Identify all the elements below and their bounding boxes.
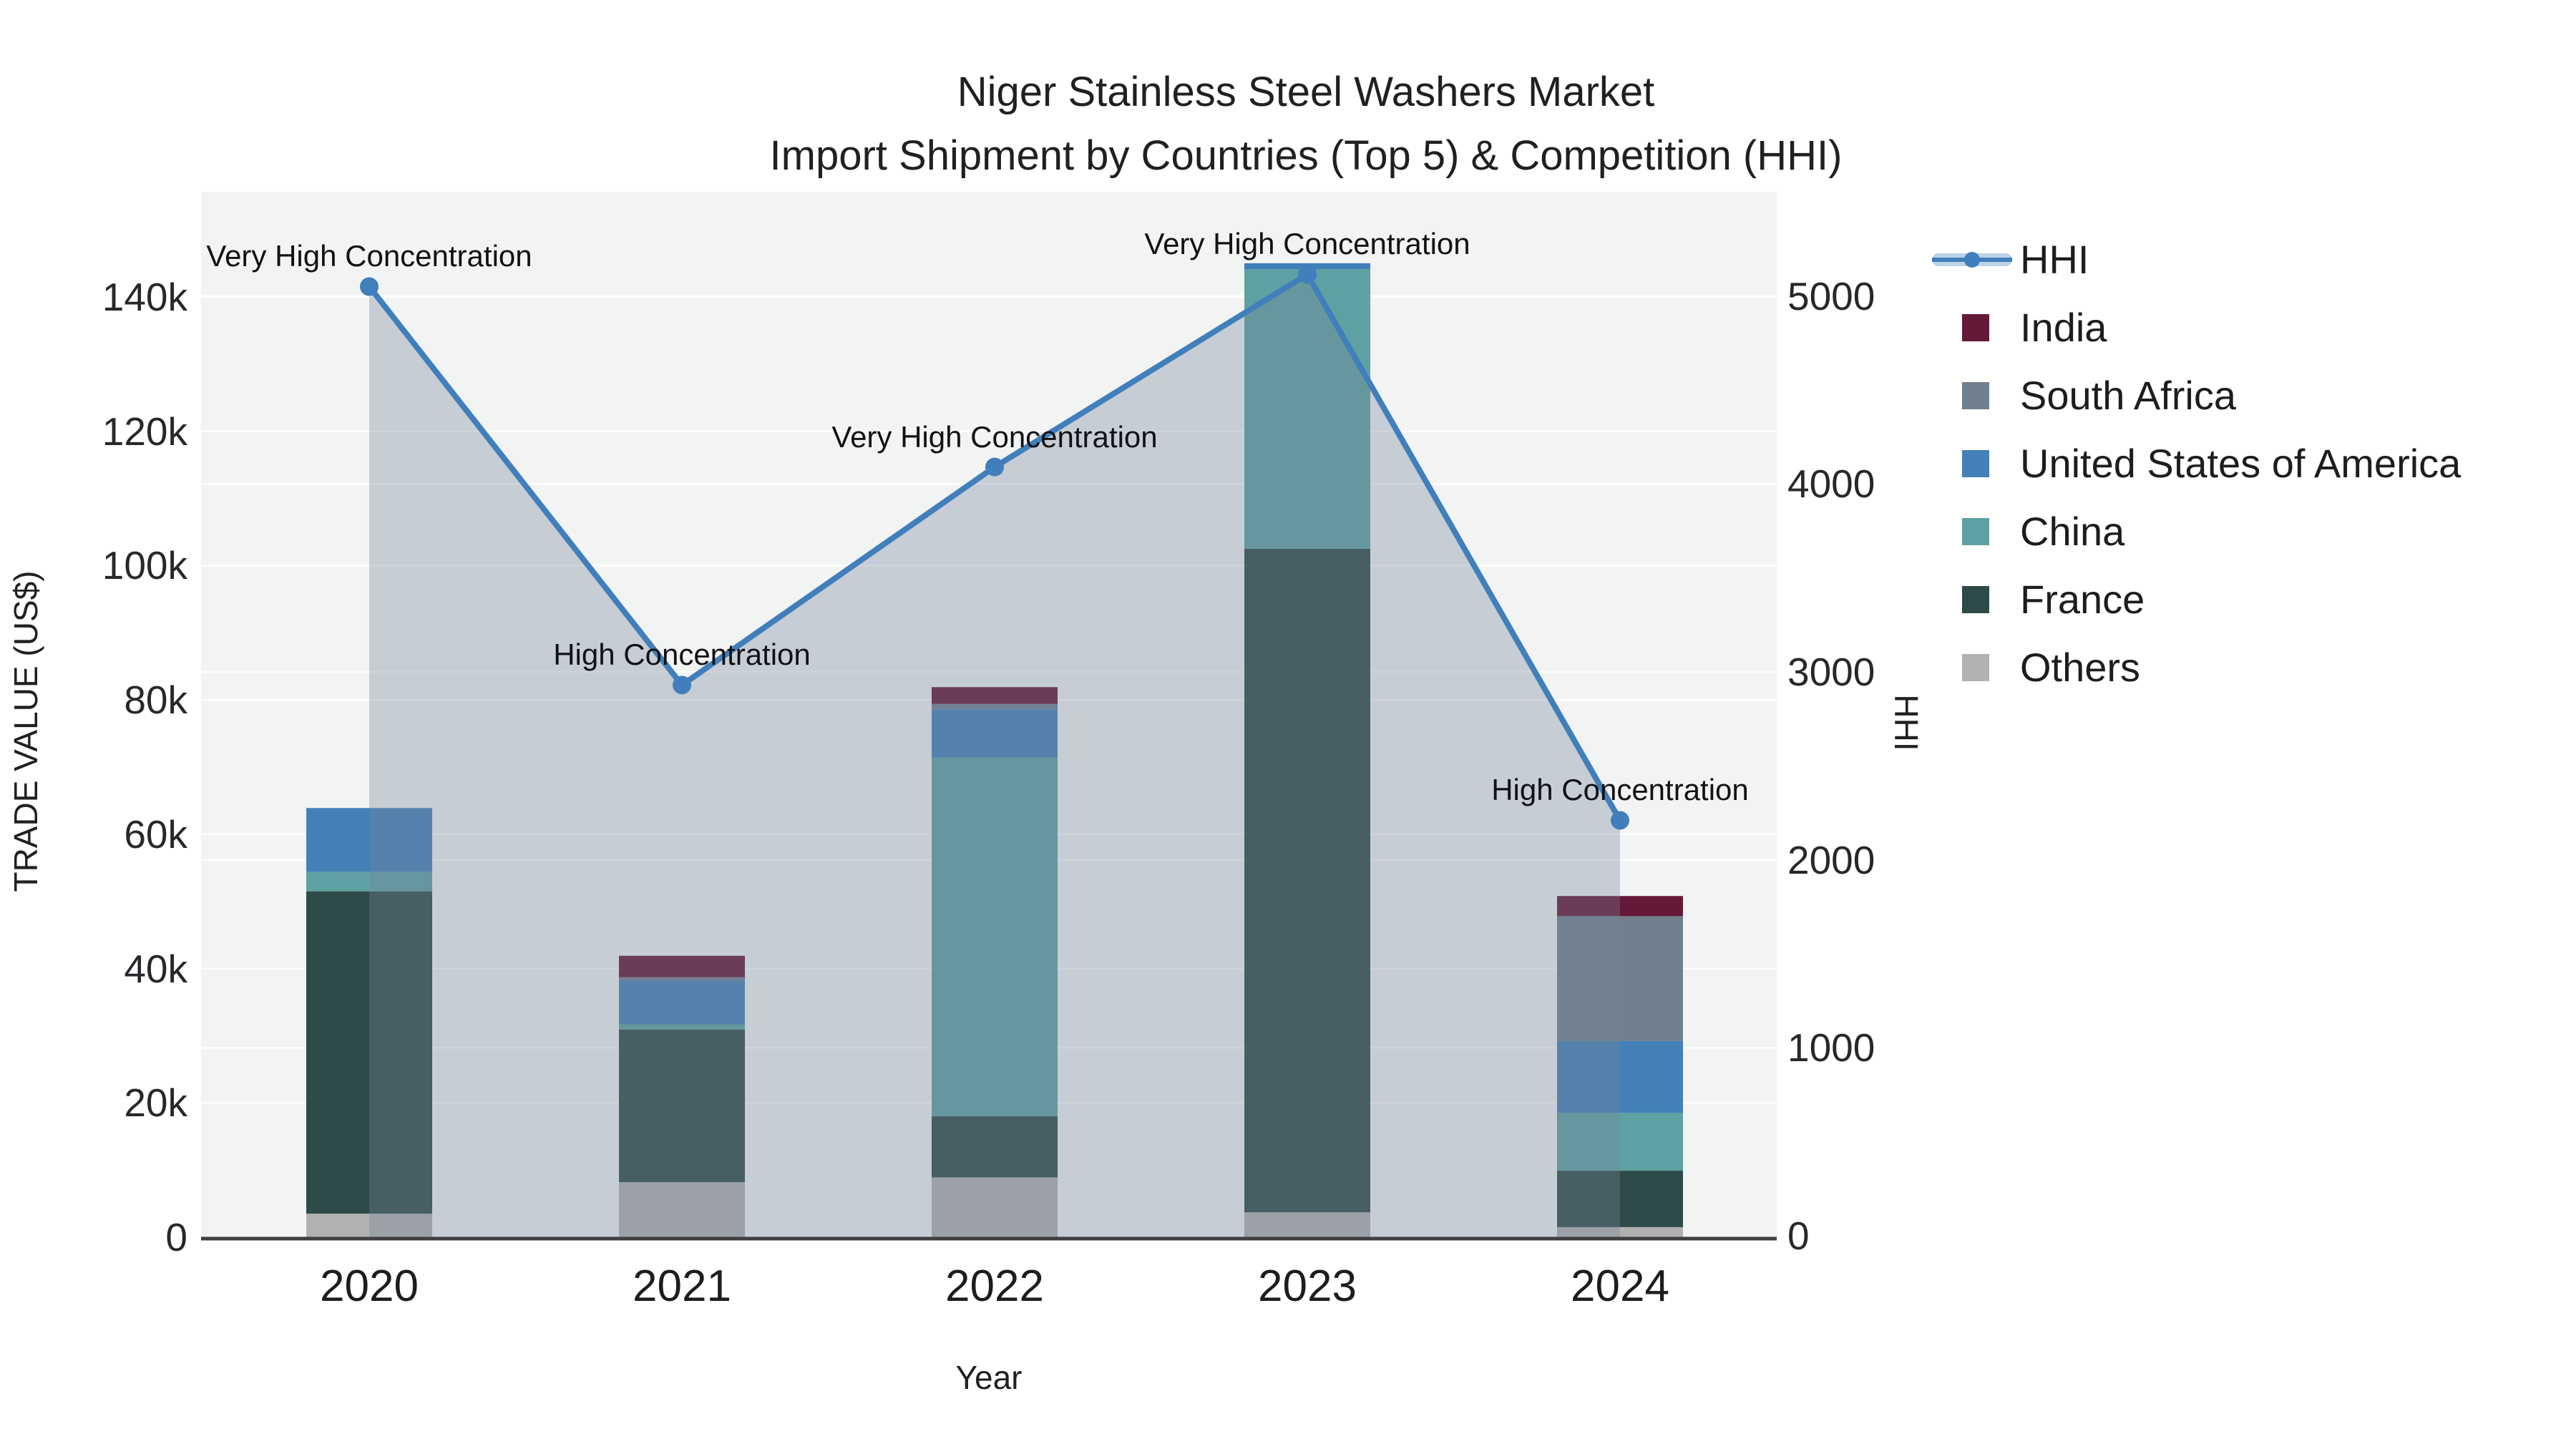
hhi-marker-2021 [673, 675, 691, 695]
legend-label: South Africa [2020, 373, 2236, 418]
hhi-marker-2023 [1298, 265, 1317, 284]
bar-segment-2023-france [1244, 548, 1370, 1213]
annotation-2024: High Concentration [1491, 773, 1749, 807]
bar-segment-2024-india [1557, 896, 1683, 917]
legend-item-united-states-of-america[interactable]: United States of America [1932, 429, 2461, 497]
bar-segment-2020-france [306, 891, 432, 1214]
bar-segment-2021-united-states-of-america [619, 980, 745, 1025]
bar-segment-2022-south-africa [932, 703, 1058, 710]
bar-segment-2020-china [306, 872, 432, 892]
legend-label: France [2020, 577, 2145, 622]
hhi-marker-2022 [985, 457, 1004, 477]
bar-segment-2024-china [1557, 1113, 1683, 1171]
bar-segment-2021-south-africa [619, 977, 745, 981]
legend-color-square [1962, 449, 1989, 477]
y-left-tick-100k: 100k [102, 543, 187, 588]
hhi-marker-dot [1964, 251, 1980, 268]
hhi-line-icon [1932, 225, 2014, 293]
bar-segment-2023-china [1244, 265, 1370, 549]
y-axis-left-title: TRADE VALUE (US$) [7, 570, 44, 892]
bar-segment-2022-france [932, 1116, 1058, 1178]
annotation-2021: High Concentration [553, 638, 811, 672]
legend-item-china[interactable]: China [1932, 497, 2124, 565]
bar-segment-2022-united-states-of-america [932, 709, 1058, 758]
bar-segment-2021-china [619, 1024, 745, 1030]
legend-item-france[interactable]: France [1932, 565, 2145, 633]
bar-segment-2024-france [1557, 1171, 1683, 1227]
x-tick-2022: 2022 [945, 1262, 1044, 1311]
x-tick-2023: 2023 [1258, 1262, 1357, 1311]
bar-segment-2024-united-states-of-america [1557, 1040, 1683, 1113]
legend-color-square [1962, 313, 1989, 341]
bar-segment-2021-france [619, 1029, 745, 1183]
y-right-tick-5000: 5000 [1787, 273, 1875, 318]
legend-item-south-africa[interactable]: South Africa [1932, 361, 2236, 429]
bar-segment-2023-others [1244, 1212, 1370, 1237]
bar-segment-2020-others [306, 1214, 432, 1237]
legend-label: China [2020, 509, 2125, 554]
y-left-tick-20k: 20k [124, 1080, 187, 1126]
y-right-tick-4000: 4000 [1787, 462, 1875, 507]
legend-swatch-icon [1932, 293, 2014, 361]
bar-segment-2022-others [932, 1177, 1058, 1237]
y-left-tick-120k: 120k [102, 409, 187, 454]
legend-label: United States of America [2020, 441, 2462, 486]
legend-swatch-icon [1932, 633, 2014, 701]
y-left-tick-60k: 60k [124, 811, 187, 857]
y-axis-right-title: HHI [1888, 694, 1925, 751]
hhi-area-fill [369, 274, 1620, 1237]
bar-segment-2021-india [619, 955, 745, 977]
legend-swatch-icon [1932, 497, 2014, 565]
legend-item-hhi[interactable]: HHI [1932, 225, 2089, 293]
y-right-tick-3000: 3000 [1787, 649, 1875, 694]
chart-title-line1: Niger Stainless Steel Washers Market [957, 69, 1655, 115]
legend-item-india[interactable]: India [1932, 293, 2107, 361]
bar-segment-2022-china [932, 757, 1058, 1117]
x-tick-2021: 2021 [633, 1262, 731, 1311]
annotation-2022: Very High Concentration [831, 419, 1158, 454]
y-right-tick-2000: 2000 [1787, 837, 1875, 882]
legend-swatch-icon [1932, 429, 2014, 497]
x-tick-2020: 2020 [320, 1262, 419, 1311]
x-axis-title: Year [955, 1359, 1023, 1396]
legend-color-square [1962, 381, 1989, 409]
bar-segment-2024-others [1557, 1226, 1683, 1237]
annotation-2020: Very High Concentration [206, 239, 532, 273]
bar-segment-2021-others [619, 1182, 745, 1237]
y-left-tick-80k: 80k [124, 678, 187, 723]
hhi-marker-2020 [360, 277, 379, 296]
chart-title-line2: Import Shipment by Countries (Top 5) & C… [769, 132, 1843, 179]
legend-label: India [2020, 305, 2107, 350]
y-left-tick-140k: 140k [102, 275, 187, 319]
hhi-marker-2024 [1611, 811, 1629, 830]
x-tick-2024: 2024 [1571, 1262, 1669, 1311]
legend-color-square [1962, 653, 1989, 681]
bar-segment-2020-united-states-of-america [306, 808, 432, 872]
annotation-2023: Very High Concentration [1144, 227, 1470, 261]
bar-segment-2024-south-africa [1557, 916, 1683, 1041]
legend-swatch-icon [1932, 565, 2014, 633]
y-right-tick-1000: 1000 [1787, 1025, 1875, 1070]
legend-label: HHI [2020, 237, 2089, 282]
y-right-tick-0: 0 [1787, 1214, 1810, 1258]
y-left-tick-40k: 40k [124, 946, 187, 991]
legend-swatch-icon [1932, 361, 2014, 429]
bar-segment-2022-india [932, 687, 1058, 704]
legend-color-square [1962, 585, 1989, 613]
y-left-tick-0: 0 [165, 1215, 187, 1259]
legend-color-square [1962, 517, 1989, 545]
legend-label: Others [2020, 645, 2141, 690]
legend-item-others[interactable]: Others [1932, 633, 2140, 701]
